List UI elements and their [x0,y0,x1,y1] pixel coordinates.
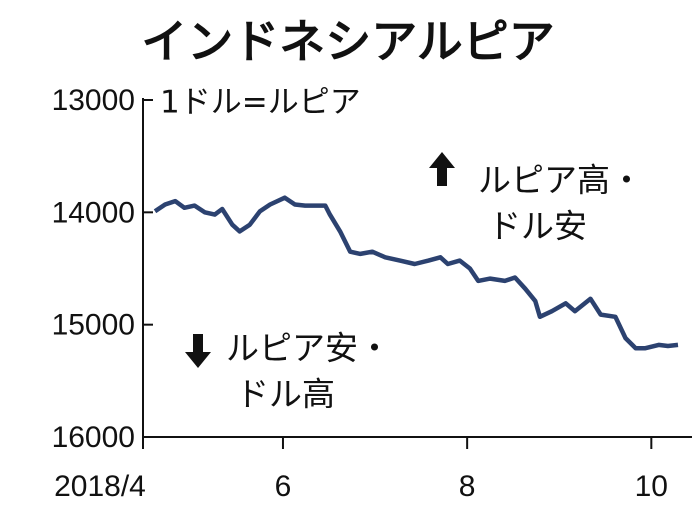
annotation: ドル高 [236,375,335,414]
annotation: ドル安 [488,207,587,246]
arrow-down [185,334,211,368]
y-tick-label: 13000 [52,84,135,117]
y-tick-label: 14000 [52,196,135,229]
x-tick-label: 6 [275,470,292,503]
arrow-up [429,152,455,186]
y-tick-label: 16000 [52,421,135,454]
y-tick-label: 15000 [52,309,135,342]
annotation: ルピア高・ [478,161,643,200]
x-tick-label: 10 [635,470,668,503]
annotation: ルピア安・ [226,329,391,368]
x-tick-label: 2018/4 [54,470,146,503]
chart-title: インドネシアルピア [141,15,555,69]
y-axis-label: 1ドル=ルピア [160,85,361,121]
line-series [153,195,679,351]
x-tick-label: 8 [459,470,476,503]
